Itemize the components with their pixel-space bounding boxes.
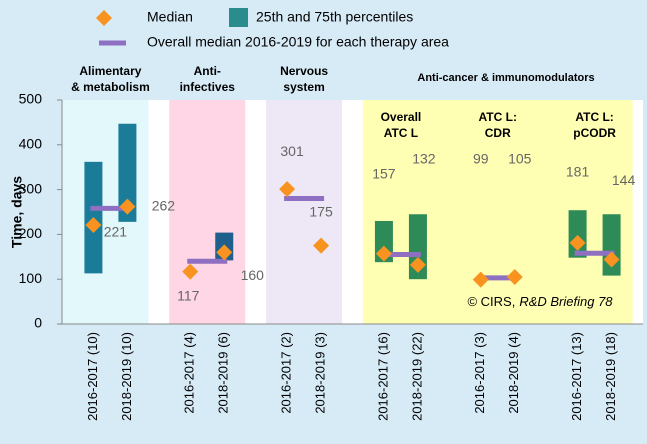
y-tick-label: 300	[19, 180, 43, 196]
median-marker	[279, 181, 296, 198]
legend-label: Overall median 2016-2019 for each therap…	[147, 34, 449, 50]
median-marker	[409, 256, 426, 273]
median-label: 105	[508, 151, 532, 167]
y-tick-label: 500	[19, 91, 43, 107]
legend-marker	[96, 10, 112, 26]
x-tick-label: 2016-2017 (10)	[85, 332, 100, 421]
y-tick-label: 400	[19, 136, 43, 152]
group-label: Nervous	[280, 64, 328, 78]
median-label: 144	[612, 172, 636, 188]
median-marker	[119, 198, 136, 215]
legend-label: 25th and 75th percentiles	[256, 9, 413, 25]
x-tick-label: 2016-2017 (2)	[279, 332, 294, 414]
x-tick-label: 2018-2019 (6)	[216, 332, 231, 414]
median-marker	[472, 271, 489, 288]
group-label: ATC L:	[575, 110, 613, 124]
x-tick-label: 2018-2019 (10)	[119, 332, 134, 421]
group-band	[362, 100, 633, 324]
x-tick-label: 2018-2019 (22)	[409, 332, 424, 421]
median-marker	[182, 263, 199, 280]
percentile-bar	[118, 123, 137, 222]
annotation-text: © CIRS,	[467, 294, 515, 309]
y-tick-label: 100	[19, 270, 43, 286]
annotation: © CIRS, R&D Briefing 78	[467, 294, 613, 309]
section-title: Anti-cancer & immunomodulators	[417, 72, 594, 84]
x-tick-label: 2016-2017 (3)	[472, 332, 487, 414]
x-tick-label: 2018-2019 (3)	[313, 332, 328, 414]
median-marker	[569, 234, 586, 251]
group-label: infectives	[180, 80, 236, 94]
legend-label: Median	[147, 9, 193, 25]
group-band	[266, 100, 343, 324]
legend-marker	[229, 8, 248, 27]
x-tick-label: 2018-2019 (18)	[603, 332, 618, 421]
group-label: pCODR	[573, 126, 616, 140]
group-label: ATC L	[384, 126, 418, 140]
x-tick-label: 2016-2017 (4)	[182, 332, 197, 414]
median-marker	[216, 244, 233, 261]
y-tick-label: 0	[34, 315, 42, 331]
annotation-text: R&D Briefing 78	[519, 294, 613, 309]
group-label: Anti-	[194, 64, 221, 78]
group-label: ATC L:	[479, 110, 517, 124]
group-label: Overall	[381, 110, 422, 124]
median-label: 117	[177, 287, 200, 303]
x-tick-label: 2016-2017 (13)	[569, 332, 584, 421]
group-label: & metabolism	[71, 80, 150, 94]
median-label: 221	[104, 224, 128, 240]
group-label: CDR	[485, 126, 511, 140]
median-label: 175	[309, 203, 333, 219]
median-label: 181	[566, 164, 590, 180]
group-band	[169, 100, 246, 324]
median-label: 157	[372, 165, 396, 181]
y-axis-label: Time, days	[9, 176, 25, 248]
median-label: 160	[241, 267, 265, 283]
median-label: 262	[152, 197, 176, 213]
median-label: 132	[412, 151, 436, 167]
median-marker	[85, 216, 102, 233]
median-marker	[603, 251, 620, 268]
y-tick-label: 200	[19, 225, 43, 241]
group-label: system	[283, 80, 324, 94]
x-tick-label: 2018-2019 (4)	[506, 332, 521, 414]
median-label: 99	[473, 150, 489, 166]
median-marker	[506, 268, 523, 285]
group-label: Alimentary	[79, 64, 141, 78]
x-tick-label: 2016-2017 (16)	[375, 332, 390, 421]
median-marker	[375, 245, 392, 262]
median-marker	[313, 237, 330, 254]
median-label: 301	[280, 143, 304, 159]
